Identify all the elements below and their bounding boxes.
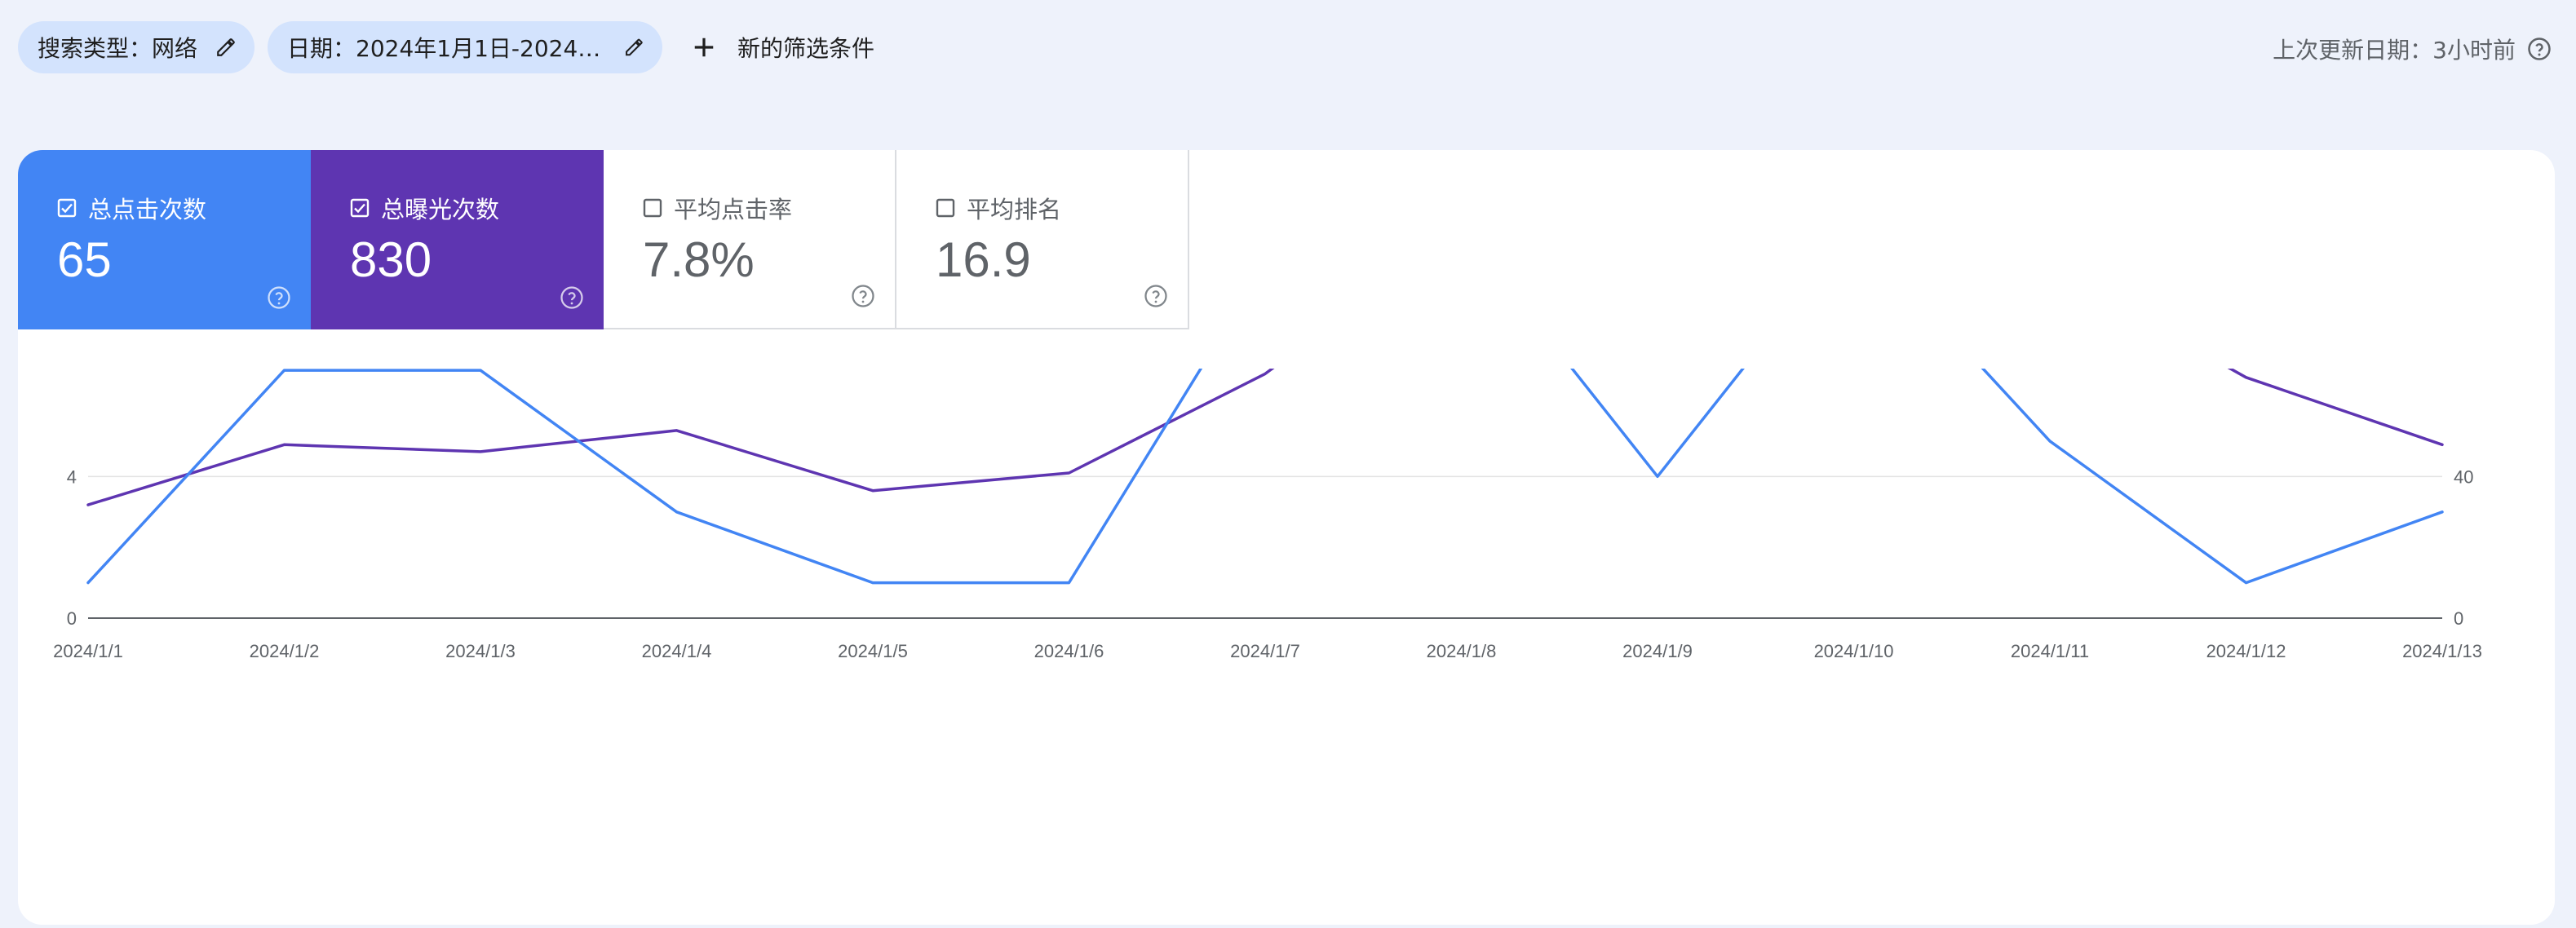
date-filter-chip[interactable]: 日期：2024年1月1日-2024年… <box>268 21 663 73</box>
add-filter-button[interactable]: 新的筛选条件 <box>692 31 874 64</box>
x-tick-label: 2024/1/9 <box>1622 641 1693 661</box>
metric-label-row: 平均排名 <box>936 191 1061 225</box>
metric-average-position[interactable]: 平均排名 16.9 <box>896 150 1189 329</box>
checkbox-checked-icon[interactable] <box>57 198 77 218</box>
metric-label-row: 总曝光次数 <box>350 191 499 225</box>
metric-value: 65 <box>57 232 112 287</box>
metric-label: 总点击次数 <box>88 196 207 223</box>
series-line-impressions <box>86 369 2444 506</box>
metric-tabs: 总点击次数 65 总曝光次数 830 平均点击率 7.8% 平均排名 <box>18 150 1189 329</box>
x-tick-label: 2024/1/6 <box>1034 641 1104 661</box>
checkbox-unchecked-icon[interactable] <box>936 198 955 218</box>
performance-line-chart: 0481204080120点击次数展示2024/1/12024/1/22024/… <box>53 369 2482 661</box>
checkbox-unchecked-icon[interactable] <box>643 198 662 218</box>
filter-bar: 搜索类型：网络 日期：2024年1月1日-2024年… 新的筛选条件 <box>18 21 874 73</box>
checkbox-checked-icon[interactable] <box>350 198 370 218</box>
help-circle-icon[interactable] <box>851 284 875 308</box>
help-circle-icon[interactable] <box>2527 37 2552 61</box>
performance-card: 总点击次数 65 总曝光次数 830 平均点击率 7.8% 平均排名 <box>18 150 2555 925</box>
y-right-tick-label: 40 <box>2454 466 2473 487</box>
x-tick-label: 2024/1/1 <box>53 641 123 661</box>
y-left-tick-label: 0 <box>67 608 77 629</box>
search-type-filter-label: 搜索类型：网络 <box>38 35 198 62</box>
metric-value: 7.8% <box>643 232 755 287</box>
y-left-tick-label: 4 <box>67 466 77 487</box>
x-tick-label: 2024/1/12 <box>2206 641 2286 661</box>
metric-label: 总曝光次数 <box>381 196 500 223</box>
y-right-tick-label: 0 <box>2454 608 2463 629</box>
last-update-status: 上次更新日期：3小时前 <box>2273 33 2552 65</box>
x-tick-label: 2024/1/11 <box>2011 641 2089 661</box>
series-line-clicks <box>86 369 2444 585</box>
metric-label: 平均排名 <box>967 196 1062 223</box>
metric-total-clicks[interactable]: 总点击次数 65 <box>18 150 311 329</box>
x-tick-label: 2024/1/10 <box>1814 641 1894 661</box>
help-circle-icon[interactable] <box>267 285 291 310</box>
metric-value: 16.9 <box>936 232 1031 287</box>
pencil-icon[interactable] <box>215 37 237 58</box>
metric-value: 830 <box>350 232 432 287</box>
x-tick-label: 2024/1/2 <box>250 641 320 661</box>
metric-average-ctr[interactable]: 平均点击率 7.8% <box>604 150 896 329</box>
add-filter-label: 新的筛选条件 <box>737 35 875 62</box>
x-tick-label: 2024/1/8 <box>1427 641 1497 661</box>
help-circle-icon[interactable] <box>1144 284 1168 308</box>
plus-icon <box>694 38 714 57</box>
x-tick-label: 2024/1/4 <box>642 641 712 661</box>
x-tick-label: 2024/1/5 <box>838 641 908 661</box>
pencil-icon[interactable] <box>624 37 644 58</box>
metric-label-row: 总点击次数 <box>57 191 206 225</box>
search-type-filter-chip[interactable]: 搜索类型：网络 <box>18 21 255 73</box>
metric-label-row: 平均点击率 <box>643 191 792 225</box>
help-circle-icon[interactable] <box>560 285 584 310</box>
x-tick-label: 2024/1/3 <box>445 641 516 661</box>
x-tick-label: 2024/1/7 <box>1230 641 1300 661</box>
metric-total-impressions[interactable]: 总曝光次数 830 <box>311 150 604 329</box>
metric-label: 平均点击率 <box>674 196 793 223</box>
date-filter-label: 日期：2024年1月1日-2024年… <box>287 35 607 62</box>
last-update-text: 上次更新日期：3小时前 <box>2273 37 2516 64</box>
x-tick-label: 2024/1/13 <box>2402 641 2482 661</box>
